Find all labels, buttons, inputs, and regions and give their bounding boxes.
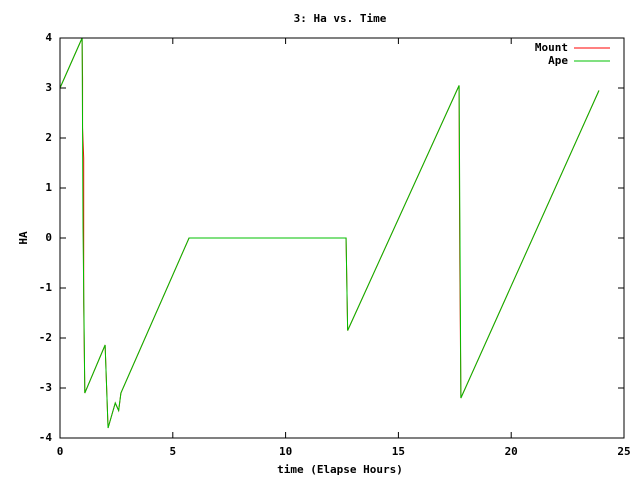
series-line (59, 37, 600, 429)
x-tick-label: 20 (505, 445, 518, 458)
y-tick-label: 2 (45, 131, 52, 144)
y-tick-label: 0 (45, 231, 52, 244)
y-tick-label: -2 (39, 331, 52, 344)
legend-label: Ape (548, 54, 568, 67)
y-tick-label: 1 (45, 181, 52, 194)
x-tick-label: 5 (169, 445, 176, 458)
x-tick-label: 0 (57, 445, 64, 458)
x-tick-label: 25 (617, 445, 630, 458)
legend-label: Mount (535, 41, 568, 54)
y-tick-label: -3 (39, 381, 52, 394)
x-axis-label: time (Elapse Hours) (277, 463, 403, 476)
x-tick-label: 15 (392, 445, 405, 458)
y-tick-label: 3 (45, 81, 52, 94)
chart-title: 3: Ha vs. Time (294, 12, 387, 25)
y-tick-label: 4 (45, 31, 52, 44)
y-axis-label: HA (17, 231, 30, 245)
plot-border (59, 37, 625, 439)
x-tick-label: 10 (279, 445, 292, 458)
y-tick-label: -4 (39, 431, 53, 444)
y-tick-label: -1 (39, 281, 53, 294)
